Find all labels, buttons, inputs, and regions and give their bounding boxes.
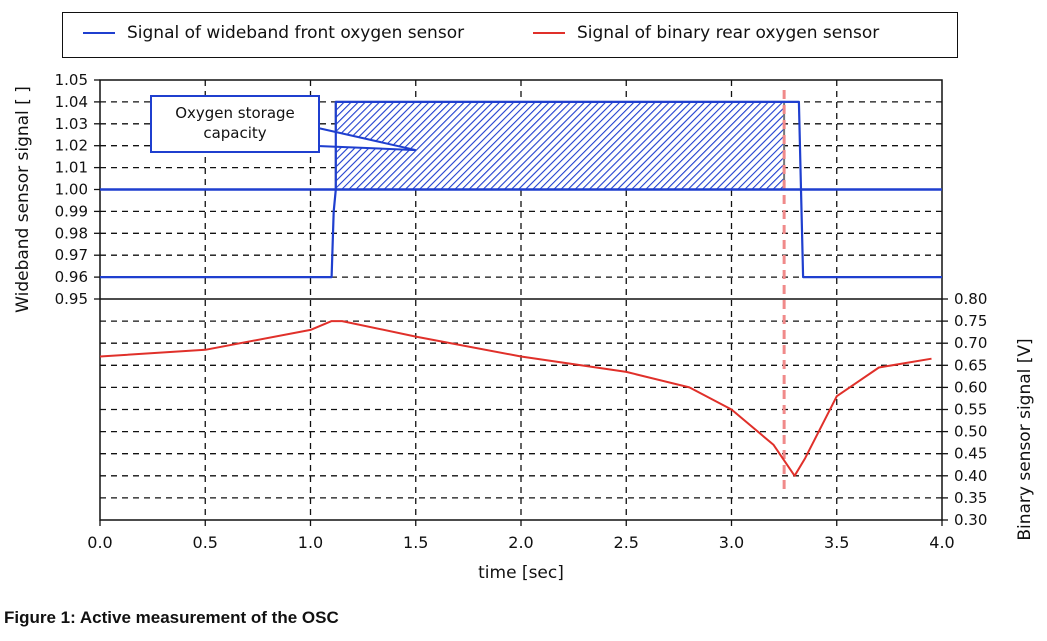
y-right-axis-label: Binary sensor signal [V] xyxy=(1015,338,1035,540)
legend-item-front: Signal of wideband front oxygen sensor xyxy=(83,23,464,43)
x-tick-label: 3.0 xyxy=(719,533,744,552)
y-right-tick-label: 0.45 xyxy=(954,445,987,463)
y-right-tick-label: 0.75 xyxy=(954,312,987,330)
x-tick-label: 1.5 xyxy=(403,533,428,552)
y-right-tick-label: 0.40 xyxy=(954,467,987,485)
y-left-tick-label: 1.04 xyxy=(55,93,88,111)
y-right-tick-label: 0.70 xyxy=(954,334,987,352)
y-right-tick-label: 0.80 xyxy=(954,290,987,308)
x-axis-label: time [sec] xyxy=(478,563,564,583)
x-tick-label: 2.5 xyxy=(614,533,639,552)
y-left-tick-label: 1.02 xyxy=(55,137,88,155)
y-left-tick-label: 0.98 xyxy=(55,224,88,242)
series-front-sensor xyxy=(100,100,942,279)
y-right-tick-label: 0.50 xyxy=(954,423,987,441)
y-left-tick-label: 0.99 xyxy=(55,202,88,220)
y-right-tick-label: 0.60 xyxy=(954,378,987,396)
legend: Signal of wideband front oxygen sensor S… xyxy=(62,12,958,58)
series-rear-sensor xyxy=(99,320,932,477)
x-tick-label: 4.0 xyxy=(929,533,954,552)
y-left-axis-label: Wideband sensor signal [ ] xyxy=(13,86,33,313)
figure-caption: Figure 1: Active measurement of the OSC xyxy=(4,608,339,627)
y-left-tick-label: 1.03 xyxy=(55,115,88,133)
x-tick-label: 3.5 xyxy=(824,533,849,552)
y-left-tick-label: 0.97 xyxy=(55,246,88,264)
x-tick-label: 0.0 xyxy=(87,533,112,552)
x-tick-label: 1.0 xyxy=(298,533,323,552)
x-tick-label: 2.0 xyxy=(508,533,533,552)
legend-item-rear: Signal of binary rear oxygen sensor xyxy=(533,23,879,43)
y-left-tick-label: 0.95 xyxy=(55,290,88,308)
osc-shaded-region xyxy=(334,100,786,191)
y-left-tick-label: 0.96 xyxy=(55,268,88,286)
x-tick-label: 0.5 xyxy=(193,533,218,552)
y-right-tick-label: 0.30 xyxy=(954,511,987,529)
legend-swatch-front xyxy=(83,32,115,34)
y-right-tick-label: 0.65 xyxy=(954,356,987,374)
annotation-osc: Oxygen storage capacity xyxy=(150,95,320,153)
y-left-tick-label: 1.05 xyxy=(55,71,88,89)
y-right-tick-label: 0.35 xyxy=(954,489,987,507)
legend-label-rear: Signal of binary rear oxygen sensor xyxy=(577,23,880,43)
legend-label-front: Signal of wideband front oxygen sensor xyxy=(127,23,465,43)
y-right-tick-label: 0.55 xyxy=(954,401,987,419)
y-left-tick-label: 1.00 xyxy=(55,181,88,199)
y-left-tick-label: 1.01 xyxy=(55,159,88,177)
legend-swatch-rear xyxy=(533,32,565,34)
